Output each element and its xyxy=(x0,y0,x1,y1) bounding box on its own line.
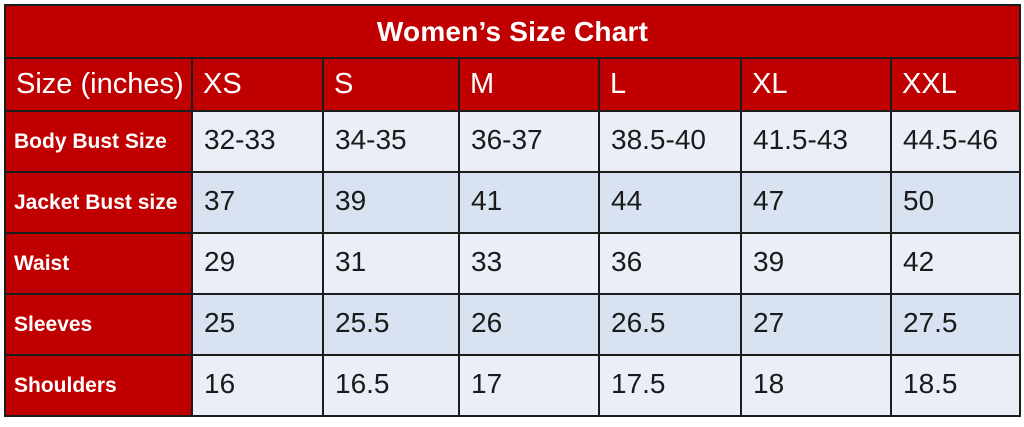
column-header-s: S xyxy=(322,57,460,112)
cell-sleeves-xl: 27 xyxy=(740,293,892,356)
row-label-waist: Waist xyxy=(4,232,193,295)
column-header-row: Size (inches) XS S M L XL XXL xyxy=(4,57,1022,112)
cell-sleeves-m: 26 xyxy=(458,293,600,356)
cell-shoulders-xs: 16 xyxy=(191,354,324,417)
cell-body-bust-xxl: 44.5-46 xyxy=(889,110,1022,173)
table-row-waist: Waist 29 31 33 36 39 42 xyxy=(4,232,1022,295)
column-header-m: M xyxy=(458,57,600,112)
cell-waist-l: 36 xyxy=(598,232,742,295)
column-header-l: L xyxy=(598,57,742,112)
table-row-jacket-bust-size: Jacket Bust size 37 39 41 44 47 50 xyxy=(4,171,1022,234)
cell-jacket-bust-m: 41 xyxy=(458,171,600,234)
column-header-xxl: XXL xyxy=(889,57,1022,112)
table-row-sleeves: Sleeves 25 25.5 26 26.5 27 27.5 xyxy=(4,293,1022,356)
cell-jacket-bust-xl: 47 xyxy=(740,171,892,234)
title-row: Women’s Size Chart xyxy=(3,4,1022,59)
cell-body-bust-l: 38.5-40 xyxy=(598,110,742,173)
row-label-jacket-bust-size: Jacket Bust size xyxy=(4,171,193,234)
table-row-body-bust-size: Body Bust Size 32-33 34-35 36-37 38.5-40… xyxy=(4,110,1022,173)
cell-sleeves-l: 26.5 xyxy=(598,293,742,356)
cell-body-bust-xs: 32-33 xyxy=(191,110,324,173)
column-header-xl: XL xyxy=(740,57,892,112)
row-label-shoulders: Shoulders xyxy=(4,354,193,417)
cell-waist-m: 33 xyxy=(458,232,600,295)
row-label-body-bust-size: Body Bust Size xyxy=(4,110,193,173)
cell-waist-xxl: 42 xyxy=(889,232,1022,295)
cell-waist-xl: 39 xyxy=(740,232,892,295)
cell-body-bust-s: 34-35 xyxy=(322,110,460,173)
womens-size-chart-table: Women’s Size Chart Size (inches) XS S M … xyxy=(3,4,1022,417)
chart-title: Women’s Size Chart xyxy=(3,4,1022,59)
cell-shoulders-l: 17.5 xyxy=(598,354,742,417)
cell-body-bust-m: 36-37 xyxy=(458,110,600,173)
cell-sleeves-xxl: 27.5 xyxy=(889,293,1022,356)
cell-shoulders-xxl: 18.5 xyxy=(889,354,1022,417)
column-header-xs: XS xyxy=(191,57,324,112)
cell-jacket-bust-xs: 37 xyxy=(191,171,324,234)
cell-waist-s: 31 xyxy=(322,232,460,295)
cell-shoulders-xl: 18 xyxy=(740,354,892,417)
cell-shoulders-s: 16.5 xyxy=(322,354,460,417)
cell-body-bust-xl: 41.5-43 xyxy=(740,110,892,173)
cell-jacket-bust-xxl: 50 xyxy=(889,171,1022,234)
row-label-sleeves: Sleeves xyxy=(4,293,193,356)
cell-sleeves-s: 25.5 xyxy=(322,293,460,356)
cell-waist-xs: 29 xyxy=(191,232,324,295)
table-row-shoulders: Shoulders 16 16.5 17 17.5 18 18.5 xyxy=(4,354,1022,417)
cell-sleeves-xs: 25 xyxy=(191,293,324,356)
cell-jacket-bust-l: 44 xyxy=(598,171,742,234)
cell-shoulders-m: 17 xyxy=(458,354,600,417)
corner-header-size-inches: Size (inches) xyxy=(4,57,193,112)
cell-jacket-bust-s: 39 xyxy=(322,171,460,234)
